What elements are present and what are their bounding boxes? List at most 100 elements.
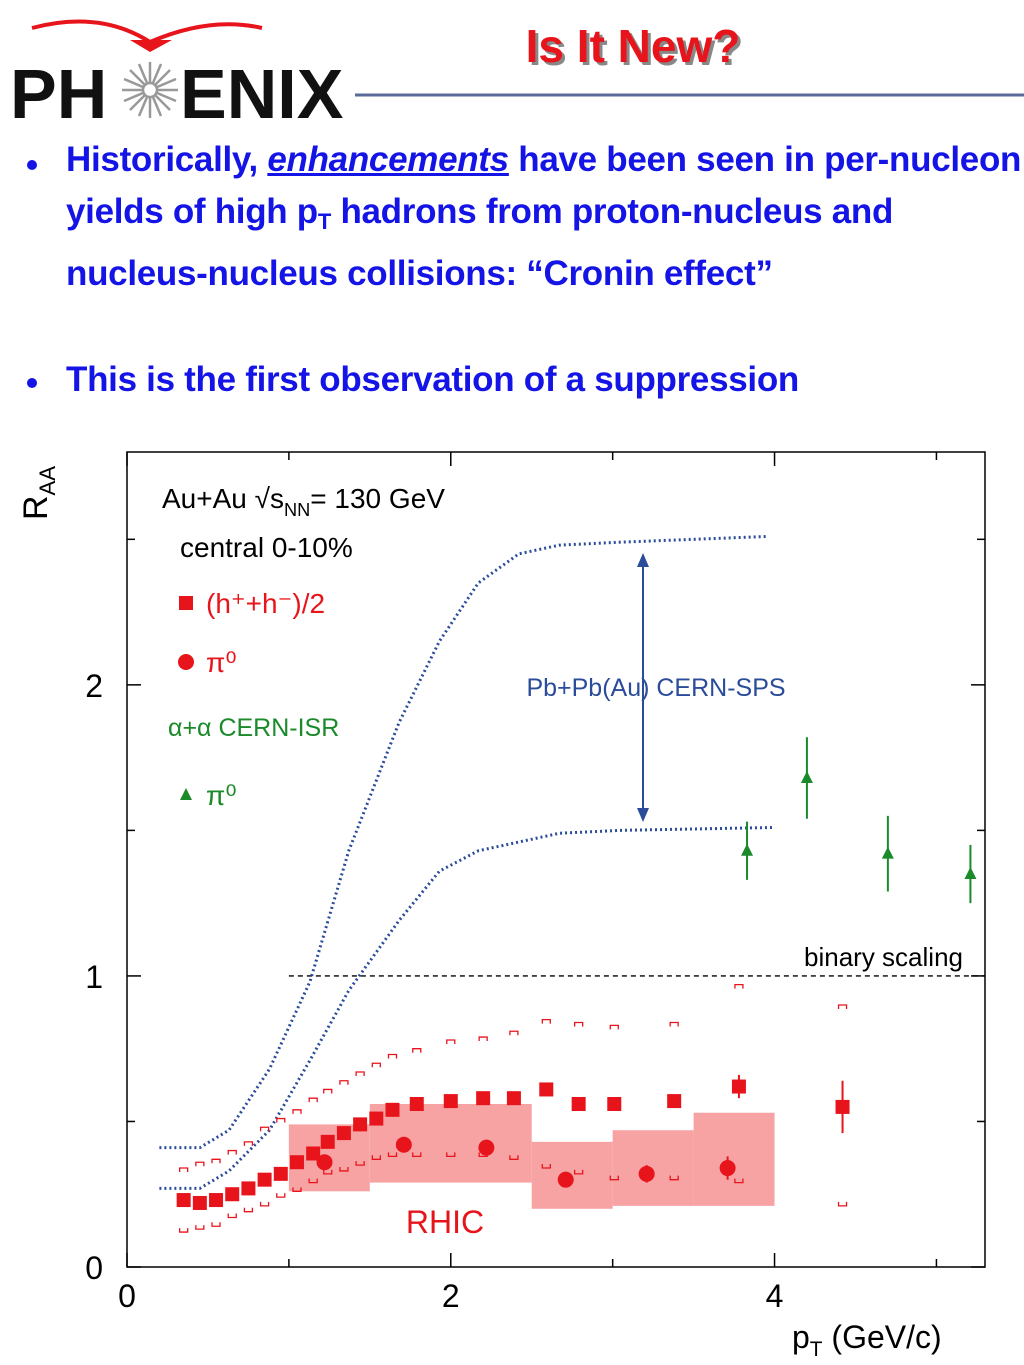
label: Au+Au √sNN= 130 GeV bbox=[162, 483, 445, 520]
label-part: p bbox=[792, 1319, 810, 1355]
sys-bracket bbox=[179, 1167, 189, 1173]
chart: RHIC 0 2 4 0 1 2 pT (GeV/c) RAA binary scaling Pb+… bbox=[17, 451, 986, 1361]
sys-bracket bbox=[837, 1004, 848, 1010]
sys-bracket bbox=[292, 1187, 302, 1192]
sys-bracket bbox=[387, 1152, 398, 1158]
square-marker bbox=[667, 1094, 682, 1109]
square-marker bbox=[289, 1155, 304, 1170]
logo-arc-tip bbox=[130, 40, 172, 52]
legend-group-label: α+α CERN-ISR bbox=[168, 714, 339, 742]
sys-bracket bbox=[227, 1213, 237, 1219]
square-marker bbox=[209, 1193, 224, 1208]
band-label: RHIC bbox=[406, 1204, 484, 1240]
triangle-marker bbox=[881, 846, 894, 859]
sys-bracket bbox=[669, 1175, 679, 1181]
triangle-marker bbox=[180, 788, 192, 800]
bullet: This is the first observation of a suppr… bbox=[66, 354, 1024, 406]
x-tick-label: 0 bbox=[118, 1278, 136, 1314]
slide-title: Is It New? bbox=[526, 20, 741, 72]
square-marker bbox=[192, 1195, 207, 1210]
rhic-band bbox=[693, 1112, 775, 1206]
legend-label: π⁰ bbox=[206, 780, 237, 811]
square-marker bbox=[571, 1097, 586, 1111]
triangle-marker bbox=[964, 867, 977, 880]
sys-bracket bbox=[339, 1080, 349, 1085]
sys-bracket bbox=[412, 1048, 422, 1053]
sys-bracket bbox=[276, 1193, 286, 1198]
sys-bracket bbox=[323, 1169, 333, 1175]
title-shadow: Is It New? bbox=[529, 23, 744, 75]
label: pT (GeV/c) bbox=[792, 1319, 942, 1361]
sys-bracket bbox=[734, 1178, 744, 1184]
circle-marker bbox=[395, 1136, 412, 1153]
sys-bracket bbox=[308, 1178, 318, 1184]
y-tick-label: 1 bbox=[85, 959, 103, 995]
sys-bracket bbox=[734, 984, 744, 989]
x-tick-label: 2 bbox=[442, 1278, 460, 1314]
triangle-marker bbox=[800, 771, 813, 783]
circle-marker bbox=[178, 654, 194, 670]
sys-bracket bbox=[541, 1164, 551, 1169]
square-marker bbox=[320, 1134, 335, 1149]
bullet: Historically, enhancements have been see… bbox=[66, 134, 1024, 300]
sys-bracket bbox=[323, 1088, 333, 1094]
sys-bracket bbox=[541, 1018, 551, 1024]
bullet-text: hadrons from proton-nucleus and nucleus-… bbox=[66, 192, 894, 293]
square-marker bbox=[336, 1126, 351, 1141]
square-marker bbox=[257, 1172, 272, 1187]
sys-bracket bbox=[669, 1021, 679, 1027]
rhic-band bbox=[612, 1130, 694, 1206]
circle-marker bbox=[557, 1171, 574, 1188]
square-marker bbox=[306, 1146, 321, 1161]
sys-bracket bbox=[195, 1225, 205, 1230]
label-part: Au+Au √s bbox=[162, 483, 284, 514]
logo-left: PH bbox=[10, 55, 107, 133]
square-marker bbox=[731, 1079, 746, 1094]
square-marker bbox=[385, 1102, 400, 1117]
plot-frame bbox=[126, 451, 986, 1268]
square-marker bbox=[409, 1097, 424, 1111]
sys-bracket bbox=[412, 1152, 422, 1158]
x-tick-label: 4 bbox=[766, 1278, 784, 1314]
square-marker bbox=[353, 1117, 368, 1132]
square-marker bbox=[835, 1099, 850, 1114]
square-marker bbox=[607, 1097, 622, 1111]
bullet-subscript: T bbox=[317, 209, 332, 234]
sys-bracket bbox=[371, 1155, 381, 1160]
sys-bracket bbox=[837, 1201, 848, 1207]
sys-bracket bbox=[574, 1169, 584, 1175]
sys-bracket bbox=[276, 1117, 286, 1123]
circle-marker bbox=[478, 1139, 495, 1156]
sys-bracket bbox=[355, 1161, 365, 1166]
bullet-text: Historically, bbox=[66, 140, 268, 179]
sps-curve bbox=[159, 534, 769, 1150]
sys-bracket bbox=[259, 1126, 270, 1132]
square-marker bbox=[176, 1193, 191, 1208]
legend-subtitle: central 0-10% bbox=[180, 532, 353, 563]
square-marker bbox=[369, 1111, 384, 1126]
sys-bracket bbox=[355, 1071, 365, 1076]
bullet-text: have been seen in per-nucleon yields of … bbox=[66, 140, 1022, 231]
logo-star bbox=[122, 62, 178, 118]
sys-bracket bbox=[243, 1207, 254, 1213]
legend-label: (h⁺+h⁻)/2 bbox=[206, 588, 325, 619]
triangle-marker bbox=[741, 843, 754, 856]
sys-bracket bbox=[446, 1039, 456, 1044]
reference-label: binary scaling bbox=[804, 942, 963, 972]
sys-bracket bbox=[227, 1149, 237, 1155]
square-marker bbox=[539, 1082, 554, 1097]
subscript: AA bbox=[35, 466, 60, 496]
bullet-dot bbox=[27, 378, 37, 388]
sys-bracket bbox=[371, 1062, 381, 1068]
square-marker bbox=[241, 1181, 256, 1196]
square-marker bbox=[179, 596, 193, 610]
label-part: (GeV/c) bbox=[823, 1319, 942, 1355]
sys-bracket bbox=[339, 1166, 349, 1172]
logo-arc bbox=[31, 19, 263, 45]
sps-curve bbox=[159, 825, 773, 1190]
square-marker bbox=[273, 1166, 288, 1181]
label-part: R bbox=[17, 495, 55, 520]
square-marker bbox=[225, 1187, 240, 1202]
